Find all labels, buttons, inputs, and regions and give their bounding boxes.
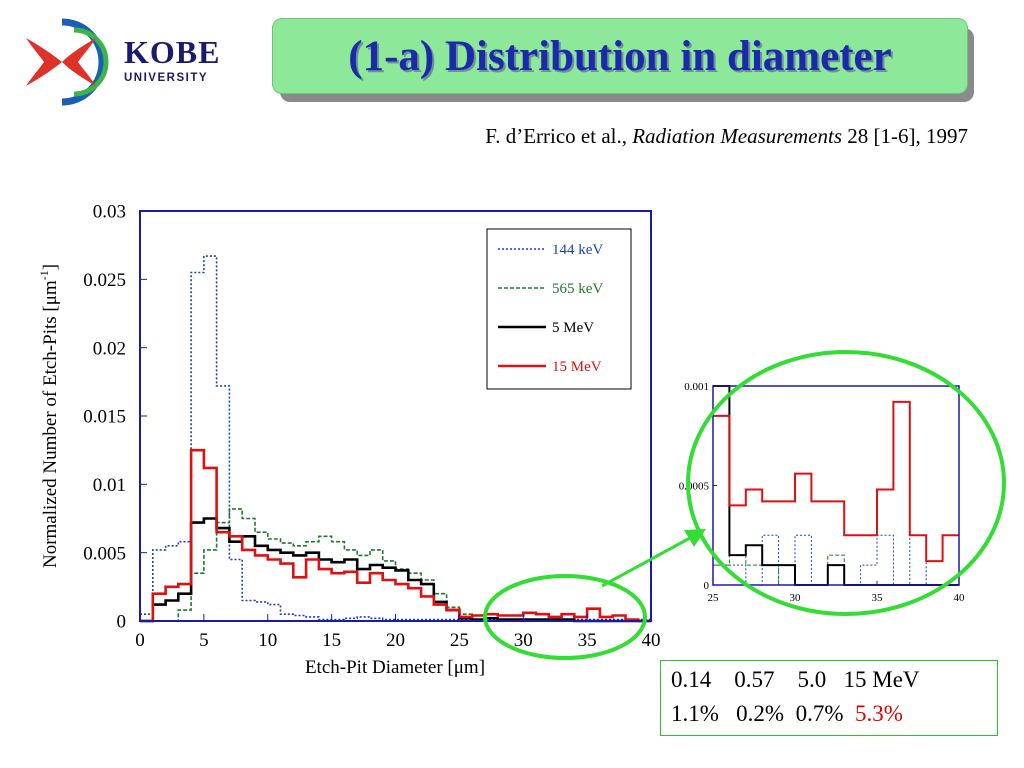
main-ytick-label: 0.025	[83, 270, 126, 291]
legend-label-5-mev: 5 MeV	[552, 320, 594, 336]
main-ytick-label: 0.01	[93, 475, 126, 496]
slide-title: (1-a) Distribution in diameter	[348, 32, 892, 80]
main-xtick-label: 35	[578, 630, 597, 651]
main-series-565-kev	[140, 508, 651, 622]
main-xtick-label: 20	[386, 630, 405, 651]
legend-box	[486, 228, 632, 390]
main-xtick-label: 5	[199, 630, 209, 651]
main-ytick-label: 0	[117, 612, 127, 633]
summary-fractions-values: 1.1% 0.2% 0.7%	[671, 701, 855, 726]
kobe-emblem-icon	[26, 18, 109, 106]
zoom-arrow	[601, 536, 691, 588]
logo-subname: UNIVERSITY	[124, 72, 209, 84]
main-ytick-label: 0.03	[93, 202, 126, 223]
summary-box: 0.14 0.57 5.0 15 MeV 1.1% 0.2% 0.7% 5.3%	[660, 660, 998, 736]
main-ytick-label: 0.02	[93, 338, 126, 359]
kobe-university-logo: KOBE UNIVERSITY	[0, 0, 240, 118]
inset-xtick-label: 40	[954, 592, 966, 604]
inset-series-565-kev	[713, 554, 959, 586]
inset-xtick-label: 35	[872, 592, 884, 604]
highlight-ellipse-tail	[483, 574, 647, 660]
inset-ytick-label: 0.001	[684, 381, 709, 393]
summary-highlight-value: 5.3%	[854, 701, 903, 726]
main-chart: 0 5 10 15 20 25 30 35 40 0 0.005 0.01 0.015 0.02 0.025…	[37, 202, 661, 678]
legend-label-565-kev: 565 keV	[552, 281, 603, 297]
legend-label-144-kev: 144 keV	[552, 242, 603, 258]
main-xtick-label: 0	[135, 630, 145, 651]
legend: 144 keV 565 keV 5 MeV 15 MeV	[486, 228, 632, 390]
inset-chart: 25 30 35 40 0 0.0005 0.001	[679, 381, 965, 604]
main-xtick-label: 10	[258, 630, 277, 651]
inset-ytick-label: 0	[704, 580, 710, 592]
citation-details: 28 [1-6], 1997	[842, 124, 968, 148]
title-banner: (1-a) Distribution in diameter	[272, 18, 968, 94]
main-xtick-label: 40	[642, 630, 661, 651]
legend-label-15-mev: 15 MeV	[552, 359, 602, 375]
main-xtick-label: 25	[450, 630, 469, 651]
citation-journal: Radiation Measurements	[632, 124, 843, 148]
highlight-ellipse-inset	[686, 350, 1006, 616]
citation: F. d’Errico et al., Radiation Measuremen…	[485, 124, 968, 149]
main-ytick-label: 0.015	[83, 407, 126, 428]
main-xtick-label: 15	[322, 630, 341, 651]
inset-series-144-kev	[713, 534, 959, 586]
main-xtick-label: 30	[514, 630, 533, 651]
x-axis-label: Etch-Pit Diameter [μm]	[305, 657, 485, 678]
y-axis-label: Normalized Number of Etch-Pits [μm-1]	[37, 264, 61, 568]
inset-xtick-label: 30	[790, 592, 802, 604]
inset-series-15-mev	[713, 400, 959, 563]
main-ytick-label: 0.005	[83, 543, 126, 564]
logo-name: KOBE	[124, 34, 221, 70]
zoom-arrow-head	[684, 529, 706, 547]
summary-energies: 0.14 0.57 5.0 15 MeV	[671, 667, 920, 692]
summary-fractions: 1.1% 0.2% 0.7% 5.3%	[671, 701, 903, 727]
inset-ytick-label: 0.0005	[679, 480, 710, 492]
citation-authors: F. d’Errico et al.,	[485, 124, 633, 148]
inset-xtick-label: 25	[708, 592, 720, 604]
main-series-15-mev	[140, 448, 651, 623]
